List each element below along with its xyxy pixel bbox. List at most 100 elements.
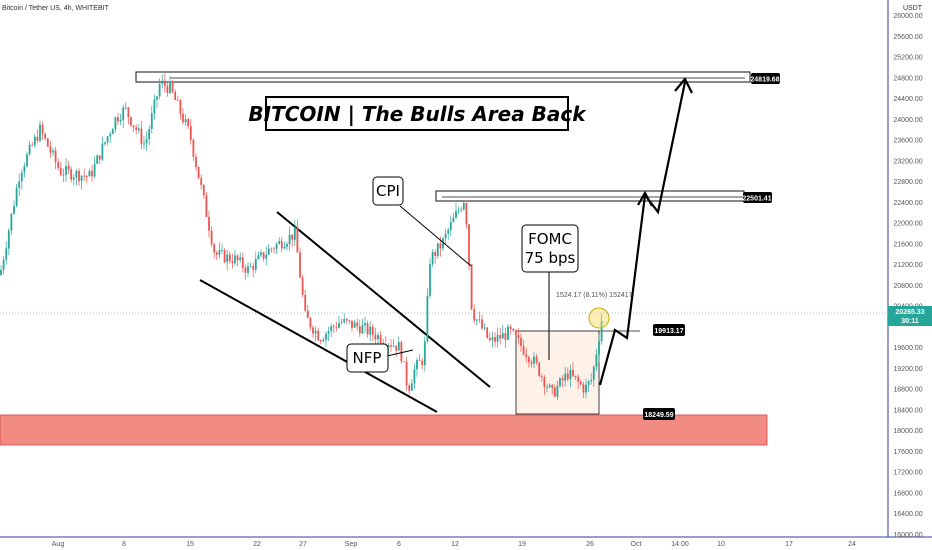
- price-tick-label: 17200.00: [893, 470, 922, 477]
- candle-body: [322, 339, 325, 342]
- candle-body: [431, 252, 434, 264]
- candle-body: [335, 326, 338, 328]
- candle-body: [507, 326, 509, 340]
- candle-body: [390, 345, 392, 347]
- candle-body: [421, 360, 424, 366]
- candle-body: [332, 326, 335, 328]
- candle-body: [442, 238, 444, 249]
- candle-body: [566, 373, 569, 380]
- candle-body: [595, 354, 598, 367]
- candle-body: [585, 384, 587, 393]
- candle-body: [496, 335, 499, 342]
- candle-body: [10, 213, 13, 231]
- fomc-label-1: FOMC: [528, 230, 572, 248]
- candle-body: [494, 337, 496, 342]
- candle-body: [41, 124, 44, 134]
- candle-body: [465, 203, 468, 225]
- candle-body: [7, 230, 10, 249]
- candle-body: [143, 143, 145, 145]
- candle-body: [447, 230, 450, 234]
- candle-body: [189, 126, 192, 140]
- candle-body: [273, 248, 275, 250]
- time-tick-label: 22: [253, 541, 261, 548]
- candle-body: [387, 345, 390, 347]
- price-tick-label: 16400.00: [893, 511, 922, 518]
- nfp-pointer: [386, 349, 414, 357]
- nfp-callout: [346, 343, 389, 373]
- candle-body: [564, 373, 567, 381]
- candle-body: [161, 80, 164, 84]
- candle-body: [600, 321, 603, 342]
- candle-body: [215, 252, 218, 255]
- time-tick-label: 8: [122, 541, 126, 548]
- candle-body: [59, 168, 62, 175]
- price-tick-label: 25200.00: [893, 55, 922, 62]
- candle-body: [244, 267, 247, 273]
- price-tick-label: 21200.00: [893, 262, 922, 269]
- fomc-callout: [521, 224, 579, 273]
- candle-body: [26, 154, 28, 167]
- price-tick-label: 25600.00: [893, 34, 922, 41]
- candle-body: [135, 127, 138, 131]
- candle-body: [208, 216, 210, 231]
- candle-body: [184, 119, 187, 123]
- countdown-text: 30:11: [901, 318, 919, 325]
- top-level-tag: [751, 73, 780, 84]
- symbol-header: Bitcoin / Tether US, 4h, WHITEBIT: [2, 5, 110, 12]
- time-tick-label: 17: [785, 541, 793, 548]
- candle-body: [533, 356, 535, 364]
- current-price-tag: [888, 306, 932, 326]
- price-tick-label: 16000.00: [893, 532, 922, 539]
- candle-body: [403, 361, 405, 363]
- candle-body: [546, 387, 548, 388]
- candle-body: [130, 117, 132, 126]
- candle-body: [270, 248, 273, 250]
- candle-body: [460, 209, 463, 211]
- candle-body: [137, 128, 140, 131]
- candle-body: [96, 155, 99, 164]
- candle-body: [106, 136, 109, 143]
- breakout-level-tag-text: 19913.17: [654, 328, 683, 335]
- candle-body: [202, 185, 205, 196]
- candle-body: [377, 334, 379, 340]
- candle-body: [5, 248, 8, 260]
- candle-body: [88, 170, 91, 177]
- candle-body: [574, 375, 577, 378]
- candle-body: [348, 320, 351, 322]
- candle-body: [517, 335, 520, 338]
- time-tick-label: 24: [848, 541, 856, 548]
- candle-body: [499, 335, 502, 339]
- candle-body: [218, 250, 221, 255]
- candle-body: [358, 326, 361, 334]
- candle-body: [179, 100, 182, 114]
- candle-body: [78, 170, 80, 182]
- candle-body: [70, 169, 73, 180]
- candle-body: [228, 254, 231, 262]
- candle-body: [46, 138, 49, 147]
- title-box: [265, 96, 569, 131]
- candle-body: [353, 322, 356, 328]
- candle-body: [535, 356, 538, 363]
- candle-body: [171, 81, 174, 92]
- candle-body: [33, 136, 36, 146]
- candle-body: [598, 341, 600, 355]
- price-tick-label: 26000.00: [893, 13, 922, 20]
- candle-body: [109, 133, 112, 137]
- currency-label: USDT: [903, 5, 923, 12]
- candle-body: [18, 181, 21, 189]
- candle-body: [254, 259, 257, 270]
- candle-body: [288, 234, 291, 245]
- candle-body: [444, 233, 447, 239]
- candle-body: [72, 177, 75, 180]
- candle-body: [577, 377, 580, 382]
- candle-body: [405, 361, 408, 386]
- candle-body: [236, 255, 239, 261]
- candle-body: [304, 294, 307, 311]
- candle-body: [325, 333, 327, 340]
- candle-body: [569, 369, 572, 380]
- candle-body: [426, 295, 429, 342]
- mid-level-tag-text: 22501.41: [742, 196, 771, 203]
- candle-body: [468, 224, 470, 265]
- candle-body: [62, 174, 65, 176]
